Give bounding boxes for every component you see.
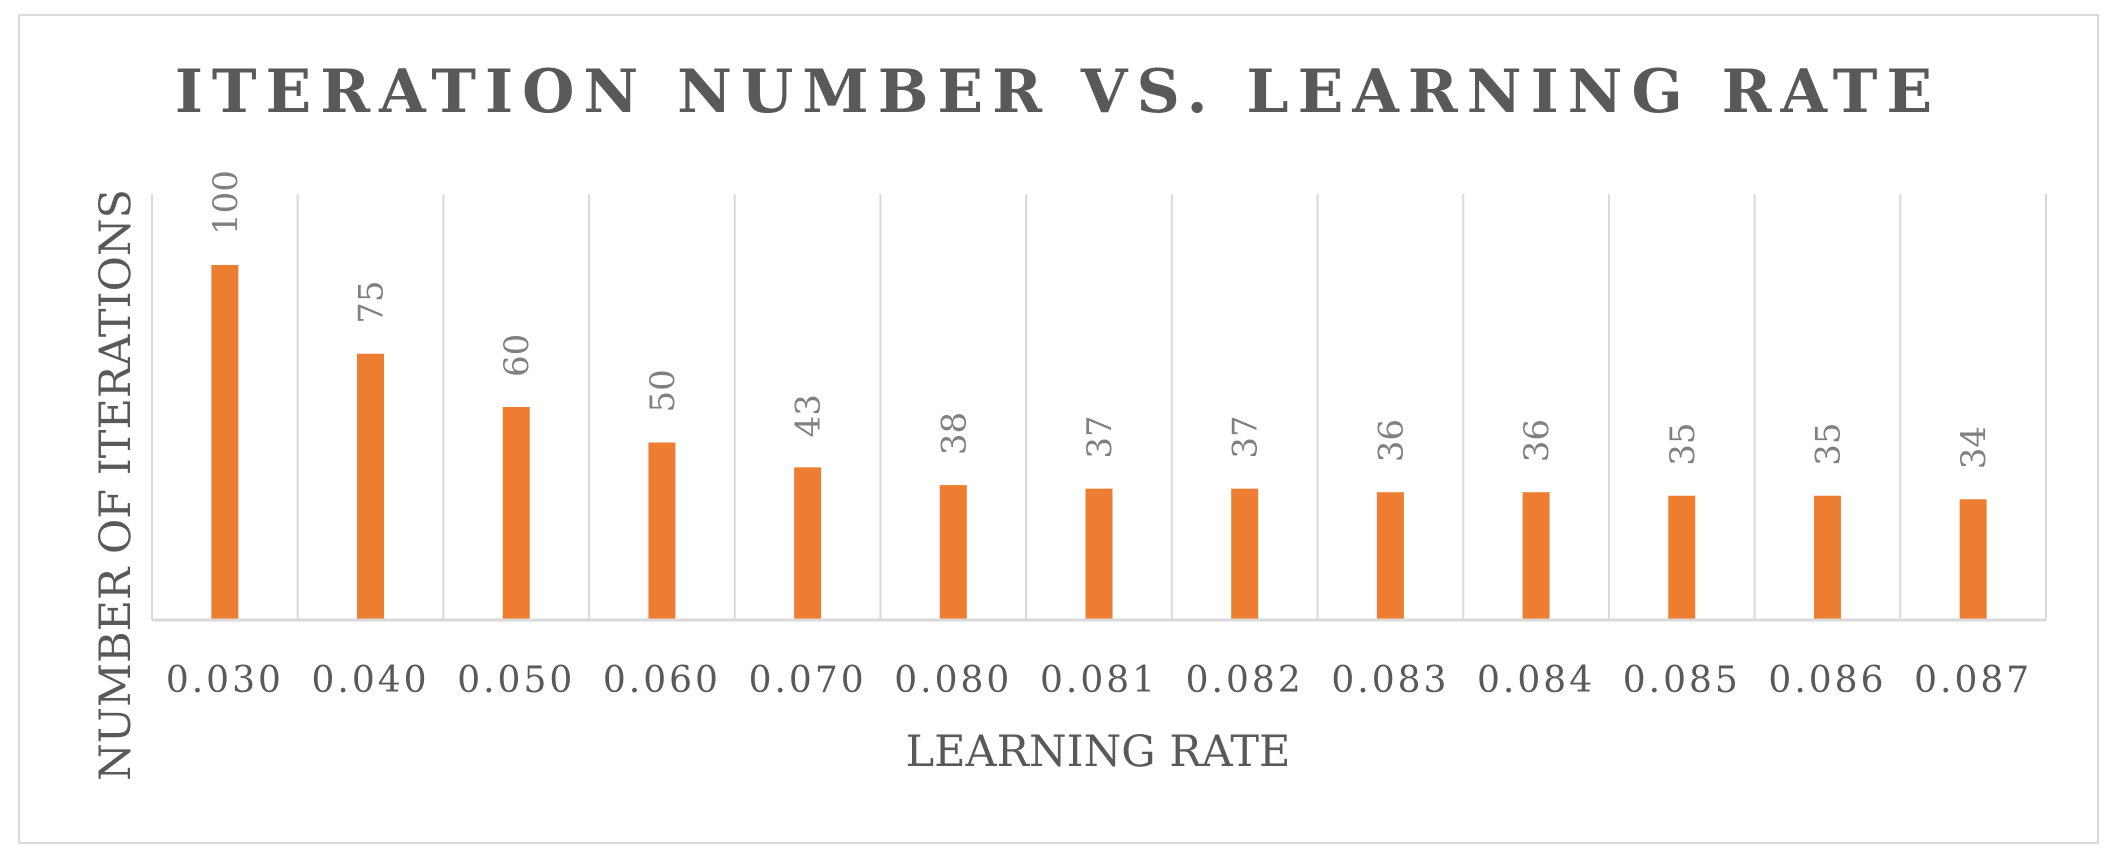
x-tick-labels: 0.030 0.040 0.050 0.060 0.070 0.080 0.081 0.082… — [166, 660, 2032, 701]
data-label: 35 — [1663, 422, 1703, 465]
chart-title: ITERATION NUMBER VS. LEARNING RATE — [175, 57, 1941, 127]
data-label: 38 — [934, 412, 974, 455]
x-tick-label: 0.040 — [312, 660, 430, 701]
data-label: 100 — [206, 170, 246, 235]
x-tick-label: 0.087 — [1914, 660, 2032, 701]
data-label: 75 — [352, 280, 392, 323]
y-axis-title: NUMBER OF ITERATIONS — [91, 189, 141, 781]
bar — [1085, 488, 1113, 620]
x-tick-label: 0.080 — [894, 660, 1012, 701]
data-label: 37 — [1080, 415, 1120, 458]
x-tick-label: 0.070 — [749, 660, 867, 701]
bar — [1813, 495, 1841, 620]
bar — [939, 485, 967, 620]
x-tick-label: 0.084 — [1477, 660, 1595, 701]
x-tick-label: 0.060 — [603, 660, 721, 701]
bar — [1959, 499, 1987, 620]
data-label: 34 — [1954, 426, 1994, 469]
x-tick-label: 0.085 — [1623, 660, 1741, 701]
bar — [1231, 488, 1259, 620]
data-label: 36 — [1371, 419, 1411, 462]
x-tick-label: 0.081 — [1040, 660, 1158, 701]
gridlines — [151, 194, 2047, 620]
x-tick-label: 0.030 — [166, 660, 284, 701]
bar — [502, 407, 530, 620]
data-label: 35 — [1808, 422, 1848, 465]
bar — [357, 353, 385, 620]
x-tick-label: 0.082 — [1186, 660, 1304, 701]
bar — [1376, 492, 1404, 620]
x-tick-label: 0.050 — [457, 660, 575, 701]
bar — [1668, 495, 1696, 620]
x-axis-title: LEARNING RATE — [906, 727, 1291, 777]
data-label: 43 — [789, 394, 829, 437]
bar — [648, 442, 676, 620]
bar — [211, 265, 239, 620]
data-label: 37 — [1226, 415, 1266, 458]
data-labels: 100 75 60 50 43 38 37 37 36 36 35 35 34 — [206, 170, 1994, 469]
data-label: 60 — [497, 334, 537, 377]
bar — [794, 467, 822, 620]
x-tick-label: 0.086 — [1768, 660, 1886, 701]
x-tick-label: 0.083 — [1331, 660, 1449, 701]
data-label: 50 — [643, 369, 683, 412]
data-label: 36 — [1517, 419, 1557, 462]
bars — [211, 265, 1987, 620]
bar — [1522, 492, 1550, 620]
